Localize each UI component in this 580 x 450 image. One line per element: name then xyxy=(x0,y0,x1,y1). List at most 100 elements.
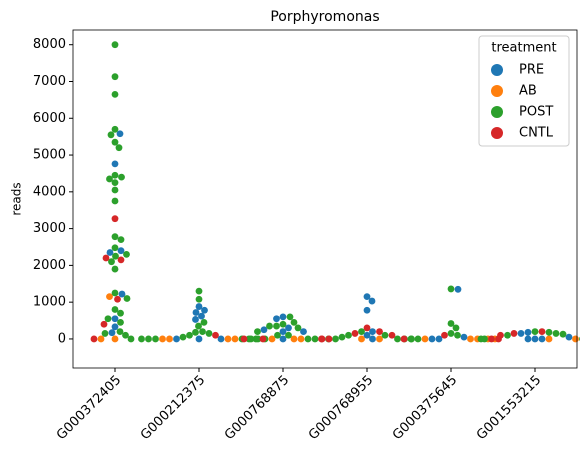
point xyxy=(304,335,312,343)
point xyxy=(381,331,389,339)
point xyxy=(111,125,119,133)
point xyxy=(460,333,468,341)
point xyxy=(531,335,539,343)
point xyxy=(108,258,115,266)
point xyxy=(138,335,145,343)
x-tick-label: G001553215 xyxy=(474,373,544,443)
point xyxy=(107,131,115,139)
y-tick-label: 0 xyxy=(58,331,66,346)
point xyxy=(538,328,546,335)
point xyxy=(273,322,280,330)
x-tick-label: G000768875 xyxy=(222,373,292,443)
point xyxy=(300,328,307,335)
point xyxy=(454,285,462,293)
point xyxy=(545,335,553,343)
point xyxy=(198,312,205,320)
y-tick-label: 5000 xyxy=(33,148,66,163)
point xyxy=(108,329,116,337)
point xyxy=(279,328,287,335)
point xyxy=(166,335,173,343)
point xyxy=(363,293,371,301)
point xyxy=(311,335,319,343)
point xyxy=(111,171,119,179)
y-tick-label: 1000 xyxy=(33,295,66,310)
point xyxy=(101,330,109,337)
point xyxy=(477,335,485,343)
point xyxy=(127,335,135,343)
point xyxy=(117,318,124,326)
point xyxy=(195,322,202,330)
point xyxy=(552,330,560,337)
point xyxy=(212,331,219,339)
point xyxy=(195,303,203,310)
point xyxy=(173,335,180,343)
point xyxy=(273,315,280,323)
point xyxy=(111,315,119,323)
point xyxy=(111,323,119,331)
point xyxy=(240,335,248,343)
point xyxy=(531,328,539,335)
legend-label: POST xyxy=(519,105,553,120)
point xyxy=(388,331,396,339)
y-tick-label: 6000 xyxy=(33,111,66,126)
point xyxy=(111,306,119,313)
point xyxy=(90,335,98,343)
point xyxy=(117,309,124,317)
point xyxy=(369,328,376,335)
point xyxy=(111,186,119,194)
point xyxy=(421,335,429,343)
point xyxy=(266,322,273,330)
x-tick-label: G000372405 xyxy=(54,373,124,443)
point xyxy=(97,335,105,343)
point xyxy=(428,335,436,343)
point xyxy=(441,331,448,339)
y-tick-label: 7000 xyxy=(33,74,66,89)
point xyxy=(488,335,495,343)
point xyxy=(205,330,213,337)
point xyxy=(254,335,262,343)
point xyxy=(117,247,125,255)
point xyxy=(407,335,415,343)
legend-label: CNTL xyxy=(519,126,554,141)
point xyxy=(117,236,125,244)
point xyxy=(332,335,339,343)
point xyxy=(118,290,126,298)
legend-label: AB xyxy=(519,84,537,99)
legend-marker xyxy=(491,64,503,76)
point xyxy=(510,330,518,337)
point xyxy=(279,335,287,343)
point xyxy=(285,331,292,339)
point xyxy=(195,335,203,343)
point xyxy=(123,250,130,258)
point xyxy=(186,331,193,339)
point xyxy=(115,144,123,152)
point xyxy=(297,335,305,343)
y-tick-label: 3000 xyxy=(33,221,66,236)
point xyxy=(260,326,268,334)
point xyxy=(106,293,113,301)
point xyxy=(116,328,124,335)
point xyxy=(111,90,119,98)
point xyxy=(224,335,232,343)
plot-frame xyxy=(72,29,578,369)
point xyxy=(195,295,203,303)
point xyxy=(363,331,371,339)
point xyxy=(122,331,129,339)
point xyxy=(200,318,208,326)
legend-title: treatment xyxy=(491,41,556,56)
point xyxy=(285,324,292,332)
point xyxy=(111,197,119,205)
point xyxy=(111,160,119,168)
point xyxy=(363,324,371,332)
point xyxy=(447,320,455,327)
point xyxy=(363,306,371,314)
point xyxy=(100,320,108,328)
point xyxy=(565,333,573,341)
point xyxy=(152,335,159,343)
point xyxy=(290,318,298,326)
point xyxy=(274,331,281,339)
legend-box xyxy=(478,35,570,147)
point xyxy=(195,287,203,295)
point xyxy=(145,335,152,343)
